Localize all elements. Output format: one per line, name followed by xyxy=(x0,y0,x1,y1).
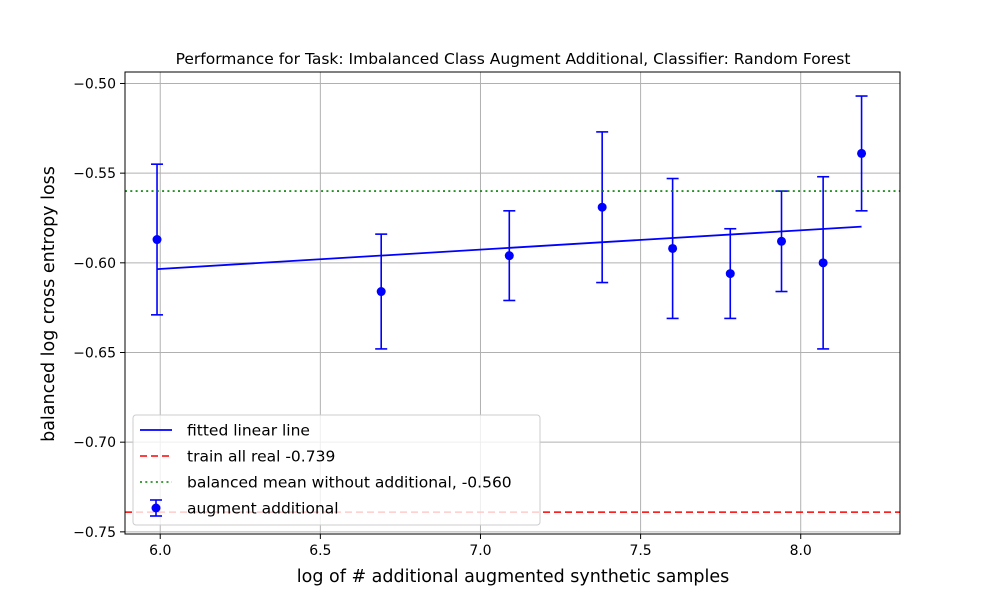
data-point xyxy=(668,243,678,253)
chart-title: Performance for Task: Imbalanced Class A… xyxy=(176,50,851,68)
x-tick-label: 7.0 xyxy=(469,543,491,559)
data-point xyxy=(857,148,867,158)
y-tick-label: −0.50 xyxy=(73,76,116,92)
y-tick-label: −0.75 xyxy=(73,525,116,541)
fitted-linear-line xyxy=(156,225,862,271)
legend-box xyxy=(132,414,541,526)
y-axis-label: balanced log cross entropy loss xyxy=(39,166,59,442)
legend: fitted linear line train all real -0.739 b… xyxy=(132,414,541,526)
legend-label: augment additional xyxy=(187,500,339,518)
y-tick-label: −0.55 xyxy=(73,166,116,182)
data-point xyxy=(597,202,607,212)
x-tick-label: 7.5 xyxy=(629,543,651,559)
y-tick-label: −0.60 xyxy=(73,256,116,272)
x-tick-label: 8.0 xyxy=(790,543,812,559)
legend-handle-marker xyxy=(151,503,161,513)
plot-frame xyxy=(124,71,901,535)
x-axis-label: log of # additional augmented synthetic … xyxy=(297,567,729,587)
tick-layer: 6.0 6.5 7.0 7.5 8.0 −0.75 −0.70 −0.65 −0.60 −0.55… xyxy=(73,76,812,559)
data-point xyxy=(725,269,735,279)
data-point xyxy=(818,258,828,268)
data-point xyxy=(376,287,386,297)
data-point xyxy=(152,235,162,245)
y-tick-label: −0.65 xyxy=(73,346,116,362)
x-tick-label: 6.5 xyxy=(309,543,331,559)
legend-label: train all real -0.739 xyxy=(187,448,335,466)
legend-label: balanced mean without additional, -0.560 xyxy=(187,474,512,492)
legend-label: fitted linear line xyxy=(187,422,310,440)
x-tick-label: 6.0 xyxy=(149,543,171,559)
data-point xyxy=(777,236,787,246)
y-tick-label: −0.70 xyxy=(73,435,116,451)
data-point xyxy=(504,251,514,261)
